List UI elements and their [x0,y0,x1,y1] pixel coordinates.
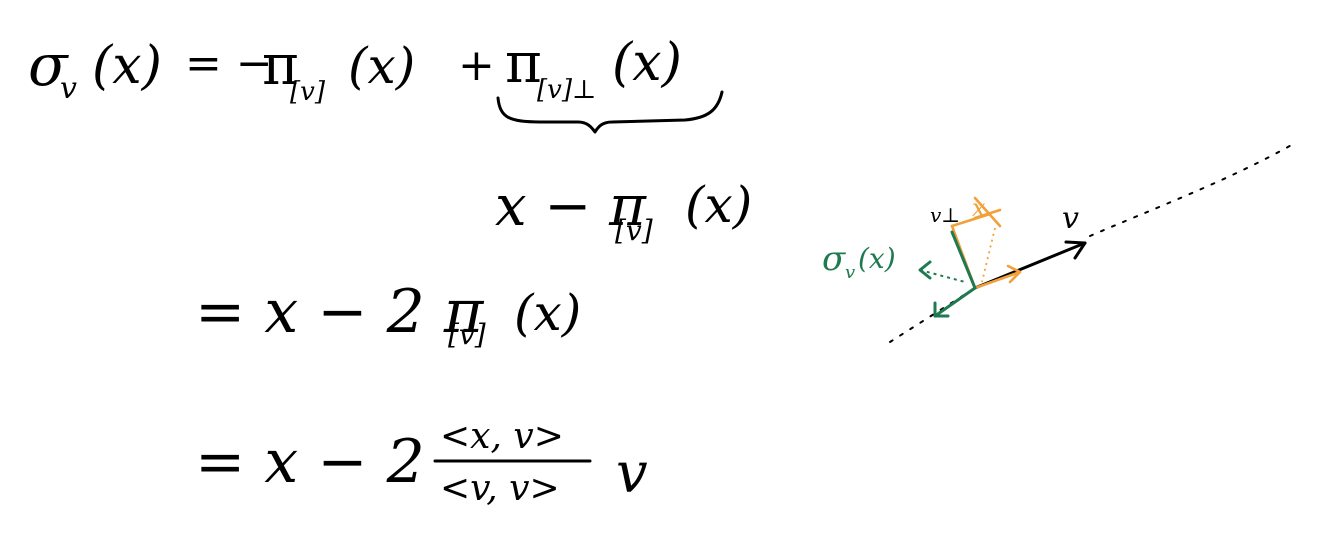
line3-argument: (x) [514,284,581,342]
pi-subscript-1: [v] [290,77,326,107]
equation-line-2: x − π [v] (x) [495,174,752,247]
plus-sign: + [458,40,495,91]
label-sigma-sub: v [845,262,855,283]
projection-arrowhead [1006,264,1022,284]
line2-pi-subscript: [v] [615,214,653,247]
pi-symbol-1: π [262,33,299,98]
line3-pi-subscript: [v] [448,318,486,351]
label-x: x [972,194,986,222]
sigma-subscript: v [60,71,77,106]
pi-argument-1: (x) [348,37,415,95]
line2-expression: x − π [495,174,647,239]
line2-argument: (x) [685,176,752,234]
underbrace [496,90,724,134]
x-dotted-drop [981,227,996,283]
fraction-numerator: <x, v> [440,416,564,457]
pi-symbol-2: π [505,31,542,96]
line4-lead: = x − 2 [195,427,425,497]
line4-tail: v [616,441,648,506]
equation-line-4: = x − 2 <x, v> <v, v> v [195,416,648,509]
equation-line-1: σ v (x) = − π [v] (x) + π [v]⊥ (x) [28,31,724,134]
label-v: v [1062,201,1079,236]
x-mark [973,196,1002,228]
projection-arrow [973,270,1022,290]
equals-minus: = − [185,38,273,89]
reflection-diagram: v x v⊥ σ v (x) [822,142,1296,343]
lhs-argument: (x) [92,36,162,96]
fraction-denominator: <v, v> [440,468,560,509]
pi-subscript-2: [v]⊥ [537,75,596,105]
reflection-dotted-head [918,260,932,280]
reflection-arrow [933,286,977,318]
sigma-symbol: σ [28,31,69,99]
reflection-dotted [919,269,966,283]
equation-line-3: = x − 2 π [v] (x) [195,277,581,351]
label-vperp: v⊥ [930,203,960,227]
reflection-edge [950,230,977,290]
label-sigma-arg: (x) [858,242,896,275]
reflection-arrowhead [933,301,950,318]
v-arrowhead [1064,240,1087,260]
span-line-dotted [889,142,1296,343]
pi-argument-2: (x) [612,33,682,93]
label-sigma: σ [822,239,846,279]
line3-expression: = x − 2 π [195,277,485,347]
